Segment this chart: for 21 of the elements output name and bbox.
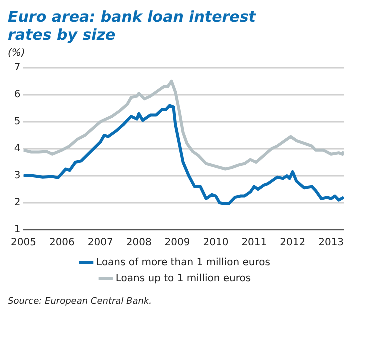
chart-title: Euro area: bank loan interest rates by size xyxy=(8,8,258,44)
x-tick-label: 2006 xyxy=(49,238,75,249)
legend-label: Loans up to 1 million euros xyxy=(116,274,252,285)
x-tick-label: 2009 xyxy=(164,238,190,249)
legend-label: Loans of more than 1 million euros xyxy=(96,258,270,269)
y-tick-label: 5 xyxy=(14,116,21,128)
x-tick-label: 2013 xyxy=(318,238,344,249)
x-tick-label: 2011 xyxy=(242,238,268,249)
x-tick-label: 2007 xyxy=(88,238,114,249)
x-tick-label: 2012 xyxy=(280,238,306,249)
y-tick-label: 7 xyxy=(14,62,21,74)
x-tick-label: 2010 xyxy=(203,238,229,249)
x-tick-label: 2008 xyxy=(126,238,152,249)
y-tick-label: 4 xyxy=(14,144,21,155)
y-tick-label: 3 xyxy=(14,170,21,182)
source-note: Source: European Central Bank. xyxy=(8,297,154,307)
y-tick-label: 2 xyxy=(14,198,21,209)
x-tick-label: 2005 xyxy=(11,238,36,249)
y-tick-label: 1 xyxy=(14,224,21,236)
y-tick-label: 6 xyxy=(14,90,21,101)
y-axis-title: (%) xyxy=(8,48,26,59)
